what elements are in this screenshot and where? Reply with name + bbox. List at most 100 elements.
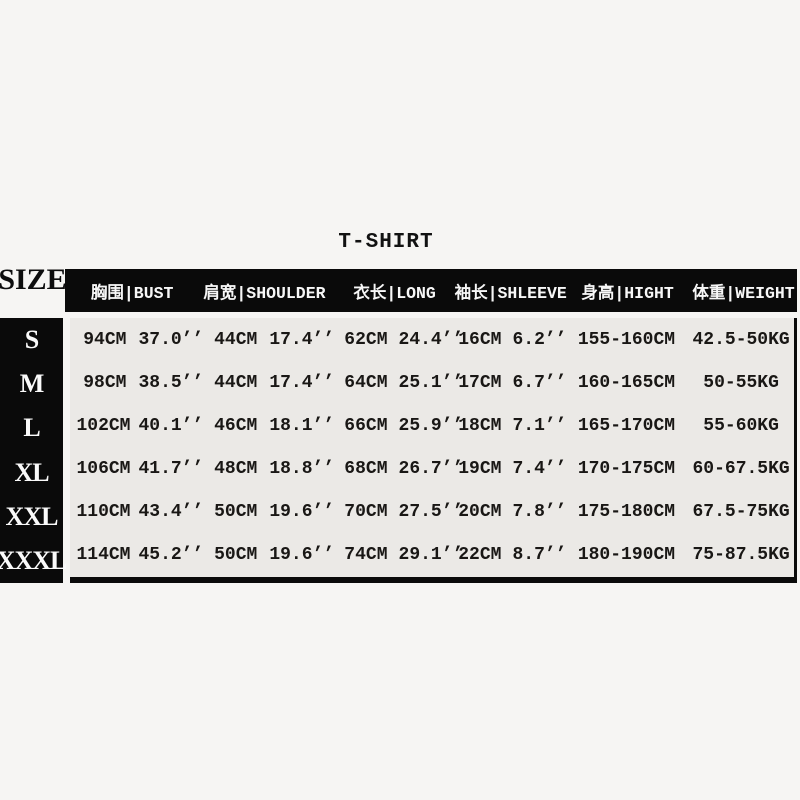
sleeve-in: 7.8’’ <box>512 502 567 523</box>
table-row: 114CM 45.2’’ 50CM 19.6’’ 74CM 29.1’’ 22CM 8.… <box>75 534 794 577</box>
cell-sleeve: 18CM 7.1’’ <box>455 415 567 436</box>
bust-cm: 110CM <box>76 502 131 523</box>
bust-in: 45.2’’ <box>138 545 204 566</box>
sleeve-in: 7.4’’ <box>512 459 567 480</box>
long-cm: 70CM <box>344 502 388 523</box>
cell-long: 70CM 27.5’’ <box>337 502 464 523</box>
sleeve-cm: 18CM <box>458 415 502 436</box>
cell-height: 155-160CM <box>565 330 689 350</box>
shoulder-cm: 44CM <box>214 372 258 393</box>
sleeve-in: 7.1’’ <box>512 415 567 436</box>
shoulder-cm: 46CM <box>214 415 258 436</box>
sleeve-cm: 16CM <box>458 329 502 350</box>
shoulder-cm: 50CM <box>214 502 258 523</box>
cell-shoulder: 50CM 19.6’’ <box>198 502 337 522</box>
shoulder-in: 17.4’’ <box>269 372 335 393</box>
long-in: 26.7’’ <box>398 459 464 480</box>
height-range: 160-165CM <box>577 372 676 393</box>
height-range: 180-190CM <box>577 545 676 566</box>
table-row: 106CM 41.7’’ 48CM 18.8’’ 68CM 26.7’’ 19CM 7.… <box>75 448 794 491</box>
long-in: 24.4’’ <box>398 329 464 350</box>
bust-in: 38.5’’ <box>138 372 204 393</box>
column-header-long: 衣长|LONG <box>353 283 436 303</box>
cell-shoulder: 50CM 19.6’’ <box>198 545 337 565</box>
cell-bust: 106CM 41.7’’ <box>75 459 203 480</box>
long-in: 25.1’’ <box>398 372 464 393</box>
column-header-weight: 体重|WEIGHT <box>692 283 795 303</box>
size-label: M <box>19 369 45 399</box>
shoulder-in: 17.4’’ <box>269 329 335 350</box>
data-area: 94CM 37.0’’ 44CM 17.4’’ 62CM 24.4’’ 16CM 6.2… <box>70 318 797 583</box>
cell-bust: 114CM 45.2’’ <box>75 545 204 566</box>
cell-height: 175-180CM <box>565 502 689 522</box>
size-chart-table: SIZE 胸围|BUST 肩宽|SHOULDER 衣长|LONG 袖长|SHLE… <box>0 263 797 583</box>
sleeve-in: 6.2’’ <box>512 329 567 350</box>
table-body: S M L XL XXL XXXL 94CM 37.0’’ 44CM 17.4’’ … <box>0 318 797 583</box>
long-in: 27.5’’ <box>398 502 464 523</box>
shoulder-in: 18.1’’ <box>269 415 335 436</box>
bust-cm: 98CM <box>83 372 127 393</box>
bust-cm: 102CM <box>76 415 131 436</box>
cell-sleeve: 20CM 7.8’’ <box>455 502 567 523</box>
column-header-shoulder: 肩宽|SHOULDER <box>203 283 326 303</box>
cell-long: 62CM 24.4’’ <box>337 329 464 350</box>
cell-bust: 102CM 40.1’’ <box>75 415 204 436</box>
shoulder-cm: 44CM <box>214 329 258 350</box>
height-range: 170-175CM <box>577 459 676 480</box>
bust-cm: 94CM <box>83 329 127 350</box>
cell-long: 64CM 25.1’’ <box>337 372 464 393</box>
cell-bust: 98CM 38.5’’ <box>75 372 204 393</box>
long-cm: 66CM <box>344 415 388 436</box>
long-cm: 64CM <box>344 372 388 393</box>
cell-height: 160-165CM <box>565 373 689 393</box>
size-label: XXL <box>5 501 59 531</box>
sleeve-cm: 19CM <box>458 459 502 480</box>
cell-sleeve: 17CM 6.7’’ <box>455 373 566 393</box>
sleeve-cm: 22CM <box>458 545 502 566</box>
bust-in: 40.1’’ <box>138 415 204 436</box>
cell-long: 68CM 26.7’’ <box>337 459 464 480</box>
bust-cm: 106CM <box>76 459 131 480</box>
weight-range: 75-87.5KG <box>692 545 790 566</box>
table-row: 98CM 38.5’’ 44CM 17.4’’ 64CM 25.1’’ 17CM 6.7… <box>75 361 794 404</box>
height-range: 165-170CM <box>577 415 676 436</box>
cell-sleeve: 19CM 7.4’’ <box>455 459 567 480</box>
cell-weight: 67.5-75KG <box>688 502 794 522</box>
weight-range: 67.5-75KG <box>692 502 790 523</box>
shoulder-in: 18.8’’ <box>269 459 335 480</box>
cell-shoulder: 44CM 17.4’’ <box>198 373 337 393</box>
header-bar: 胸围|BUST 肩宽|SHOULDER 衣长|LONG 袖长|SHLEEVE 身… <box>65 269 797 312</box>
weight-range: 55-60KG <box>703 415 779 436</box>
cell-height: 165-170CM <box>565 416 689 436</box>
cell-shoulder: 44CM 17.4’’ <box>198 330 337 350</box>
table-row: 102CM 40.1’’ 46CM 18.1’’ 66CM 25.9’’ 18CM 7.… <box>75 404 794 447</box>
shoulder-cm: 48CM <box>214 459 258 480</box>
chart-title: T-SHIRT <box>338 231 434 254</box>
size-label: XXXL <box>0 545 67 575</box>
cell-weight: 55-60KG <box>688 416 794 436</box>
cell-long: 66CM 25.9’’ <box>337 415 463 436</box>
shoulder-in: 19.6’’ <box>269 502 335 523</box>
bust-in: 43.4’’ <box>138 502 204 523</box>
cell-sleeve: 16CM 6.2’’ <box>455 329 567 350</box>
cell-bust: 110CM 43.4’’ <box>75 502 204 523</box>
height-range: 155-160CM <box>577 329 676 350</box>
cell-height: 180-190CM <box>565 545 689 565</box>
table-header-row: SIZE 胸围|BUST 肩宽|SHOULDER 衣长|LONG 袖长|SHLE… <box>0 263 797 312</box>
weight-range: 42.5-50KG <box>692 329 790 350</box>
cell-shoulder: 48CM 18.8’’ <box>198 459 337 479</box>
cell-weight: 50-55KG <box>688 373 794 393</box>
column-header-sleeve: 袖长|SHLEEVE <box>454 283 567 303</box>
shoulder-in: 19.6’’ <box>269 545 335 566</box>
table-row: 94CM 37.0’’ 44CM 17.4’’ 62CM 24.4’’ 16CM 6.2… <box>75 318 794 361</box>
size-column-header: SIZE <box>0 262 67 296</box>
column-header-height: 身高|HIGHT <box>581 283 674 303</box>
cell-weight: 60-67.5KG <box>688 459 794 479</box>
cell-height: 170-175CM <box>565 459 689 479</box>
bust-cm: 114CM <box>76 545 131 566</box>
column-header-bust: 胸围|BUST <box>90 283 174 303</box>
shoulder-cm: 50CM <box>214 545 258 566</box>
long-cm: 68CM <box>344 459 388 480</box>
size-column: S M L XL XXL XXXL <box>0 318 67 583</box>
